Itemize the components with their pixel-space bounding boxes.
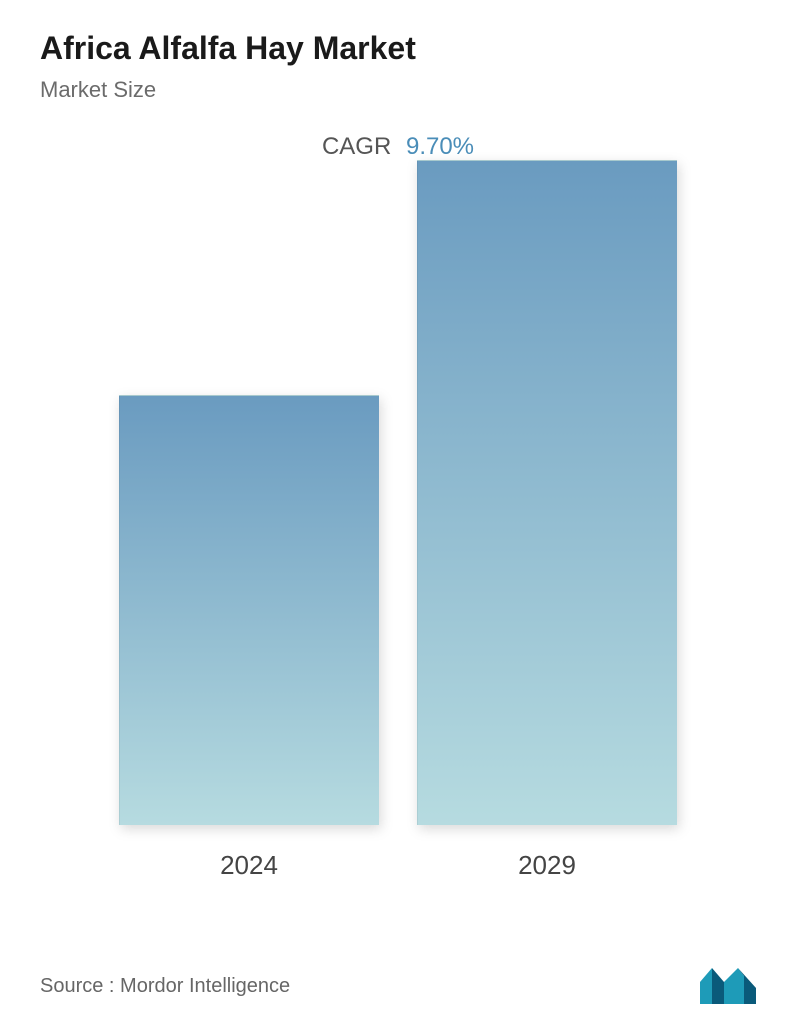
cagr-row: CAGR 9.70%	[40, 133, 756, 161]
bar-group: 2029	[417, 160, 677, 881]
bar-label: 2029	[518, 850, 576, 881]
chart-title: Africa Alfalfa Hay Market	[40, 30, 756, 67]
bar	[119, 395, 379, 825]
bar-group: 2024	[119, 395, 379, 881]
cagr-label: CAGR	[322, 133, 391, 160]
bar	[417, 160, 677, 825]
source-text: Source : Mordor Intelligence	[40, 975, 290, 998]
bar-label: 2024	[220, 850, 278, 881]
source-name: Mordor Intelligence	[120, 975, 290, 997]
cagr-value: 9.70%	[406, 133, 474, 160]
mordor-logo-icon	[700, 968, 756, 1004]
chart-subtitle: Market Size	[40, 77, 756, 103]
bar-chart: 2024 2029	[40, 181, 756, 881]
source-prefix: Source :	[40, 975, 114, 997]
footer: Source : Mordor Intelligence	[40, 968, 756, 1004]
